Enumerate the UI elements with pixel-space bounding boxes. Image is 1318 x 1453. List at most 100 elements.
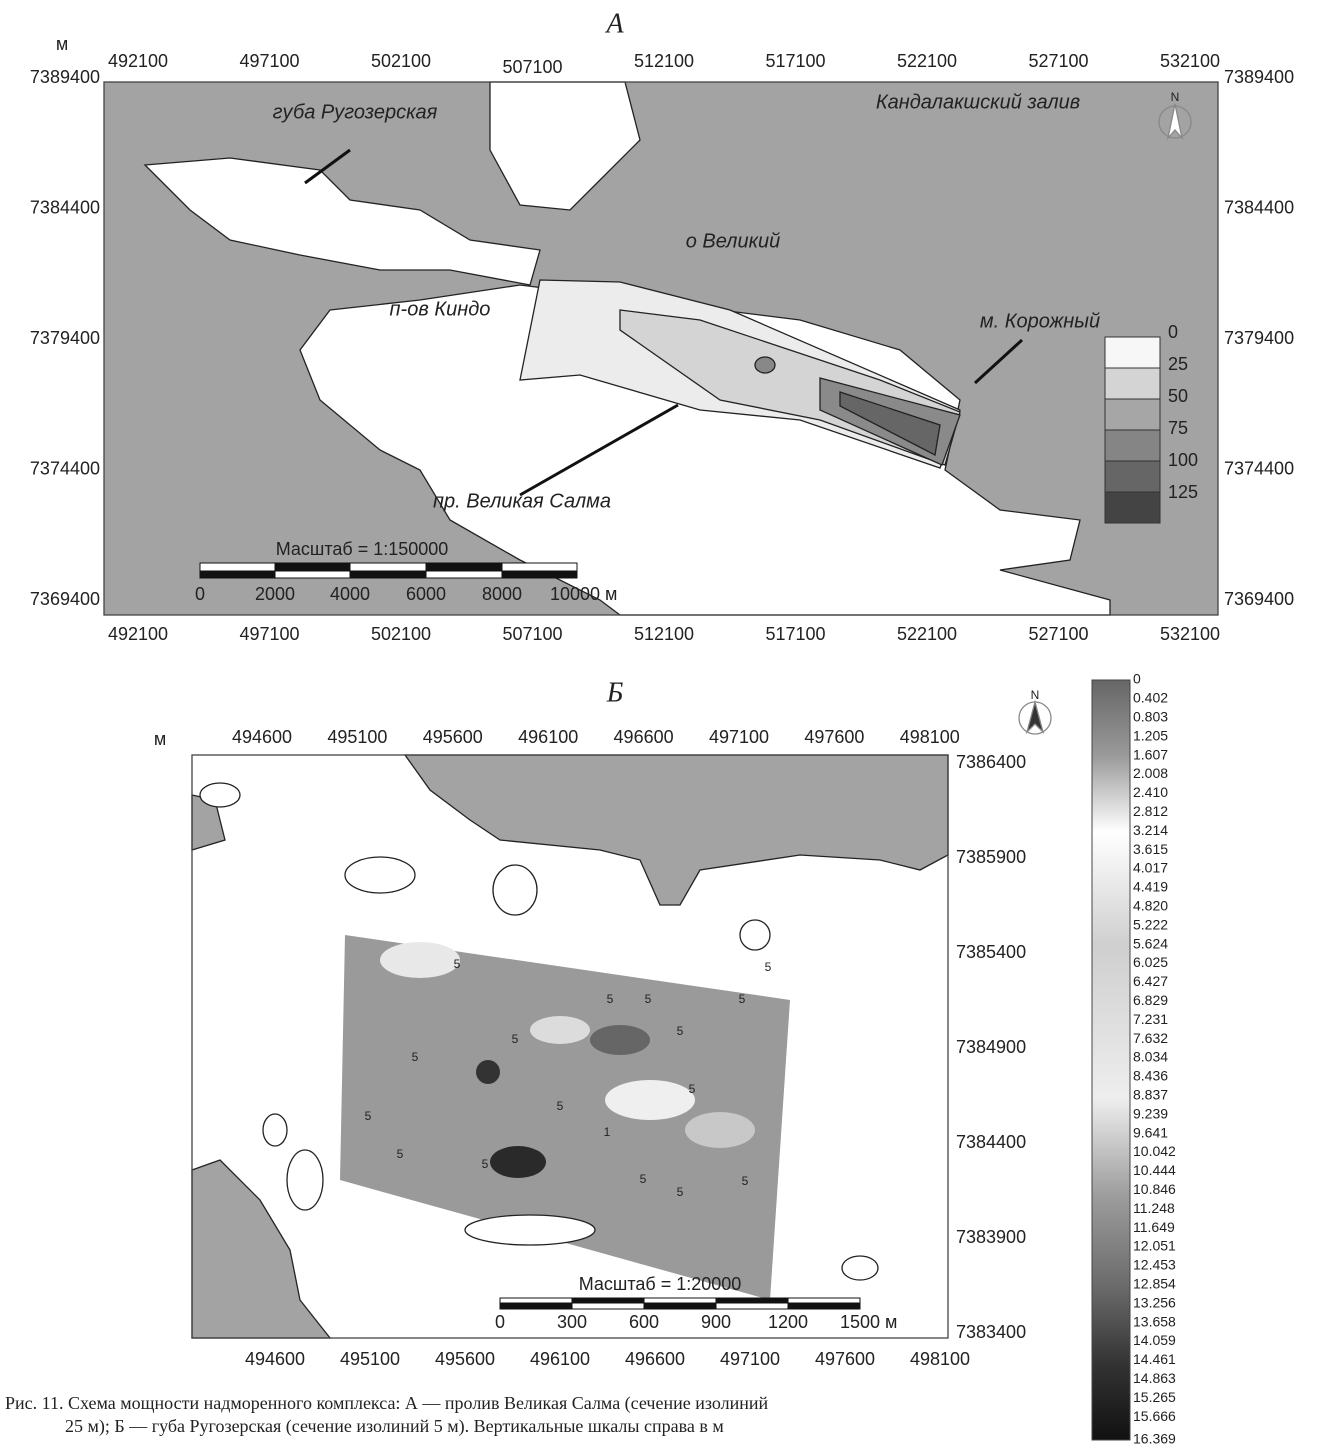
scale-label: 0 xyxy=(195,584,205,604)
colorbar-label: 13.658 xyxy=(1133,1313,1176,1329)
y-tick-label-right: 7374400 xyxy=(1224,458,1294,478)
colorbar-label: 2.410 xyxy=(1133,784,1168,800)
legend-label: 125 xyxy=(1168,482,1198,502)
scale-label: 10000 м xyxy=(550,584,617,604)
colorbar-label: 16.369 xyxy=(1133,1431,1176,1447)
map-a xyxy=(104,82,1218,615)
place-name: о Великий xyxy=(686,230,781,252)
contour-label: 5 xyxy=(765,960,772,974)
x-tick-label-bottom: 527100 xyxy=(1028,624,1088,644)
x-tick-label-top: 532100 xyxy=(1160,51,1220,71)
colorbar-label: 4.820 xyxy=(1133,898,1168,914)
x-tick-label-bottom: 495600 xyxy=(435,1349,495,1369)
colorbar-label: 5.624 xyxy=(1133,935,1168,951)
contour-label: 5 xyxy=(689,1082,696,1096)
x-tick-label-top: 507100 xyxy=(502,57,562,77)
contour-label: 5 xyxy=(557,1099,564,1113)
colorbar-label: 10.042 xyxy=(1133,1143,1176,1159)
x-tick-label-top: 494600 xyxy=(232,727,292,747)
y-tick-label: 7386400 xyxy=(956,752,1026,772)
contour-label: 5 xyxy=(677,1024,684,1038)
contour-label: 1 xyxy=(604,1125,611,1139)
contour-label: 5 xyxy=(742,1174,749,1188)
colorbar-label: 6.025 xyxy=(1133,954,1168,970)
legend-label: 0 xyxy=(1168,322,1178,342)
colorbar-label: 3.214 xyxy=(1133,822,1168,838)
y-tick-label-right: 7369400 xyxy=(1224,589,1294,609)
north-label: N xyxy=(1031,688,1040,702)
x-tick-label-top: 496100 xyxy=(518,727,578,747)
place-name: губа Ругозерская xyxy=(273,101,438,123)
contour-label: 5 xyxy=(645,992,652,1006)
panel-title: А xyxy=(604,8,624,39)
caption-line: Рис. 11. Схема мощности надморенного ком… xyxy=(5,1393,769,1414)
colorbar xyxy=(1092,680,1130,1440)
x-tick-label-bottom: 492100 xyxy=(108,624,168,644)
y-tick-label-left: 7384400 xyxy=(30,197,100,217)
colorbar-label: 14.059 xyxy=(1133,1332,1176,1348)
x-tick-label-bottom: 497600 xyxy=(815,1349,875,1369)
colorbar-label: 7.632 xyxy=(1133,1030,1168,1046)
unit-label: м xyxy=(56,34,68,54)
scale-label: 300 xyxy=(557,1312,587,1332)
colorbar-label: 12.453 xyxy=(1133,1257,1176,1273)
x-tick-label-top: 495600 xyxy=(423,727,483,747)
colorbar-label: 8.837 xyxy=(1133,1087,1168,1103)
scale-label: 1200 xyxy=(768,1312,808,1332)
colorbar-label: 6.829 xyxy=(1133,992,1168,1008)
colorbar-label: 4.419 xyxy=(1133,879,1168,895)
colorbar-label: 12.854 xyxy=(1133,1276,1176,1292)
x-tick-label-bottom: 496600 xyxy=(625,1349,685,1369)
colorbar-label: 15.666 xyxy=(1133,1408,1176,1424)
x-tick-label-top: 497600 xyxy=(804,727,864,747)
contour-label: 5 xyxy=(397,1147,404,1161)
x-tick-label-bottom: 522100 xyxy=(897,624,957,644)
y-tick-label-right: 7389400 xyxy=(1224,67,1294,87)
contour-label: 5 xyxy=(607,992,614,1006)
y-tick-label: 7383900 xyxy=(956,1227,1026,1247)
x-tick-label-bottom: 497100 xyxy=(239,624,299,644)
x-tick-label-bottom: 497100 xyxy=(720,1349,780,1369)
y-tick-label-left: 7389400 xyxy=(30,67,100,87)
y-tick-label-right: 7379400 xyxy=(1224,328,1294,348)
colorbar-label: 4.017 xyxy=(1133,860,1168,876)
x-tick-label-top: 497100 xyxy=(239,51,299,71)
colorbar-label: 15.265 xyxy=(1133,1389,1176,1405)
legend-a xyxy=(1105,337,1160,523)
x-tick-label-bottom: 496100 xyxy=(530,1349,590,1369)
scale-title: Масштаб = 1:150000 xyxy=(276,539,449,559)
colorbar-label: 0.803 xyxy=(1133,709,1168,725)
north-label: N xyxy=(1171,90,1180,104)
legend-label: 75 xyxy=(1168,418,1188,438)
map-b xyxy=(192,702,1051,1338)
x-tick-label-bottom: 512100 xyxy=(634,624,694,644)
legend-label: 100 xyxy=(1168,450,1198,470)
unit-label: м xyxy=(154,729,166,749)
legend-label: 50 xyxy=(1168,386,1188,406)
x-tick-label-bottom: 507100 xyxy=(502,624,562,644)
contour-label: 5 xyxy=(454,957,461,971)
colorbar-label: 8.034 xyxy=(1133,1049,1168,1065)
colorbar-label: 1.607 xyxy=(1133,746,1168,762)
scale-label: 4000 xyxy=(330,584,370,604)
x-tick-label-bottom: 498100 xyxy=(910,1349,970,1369)
scale-label: 6000 xyxy=(406,584,446,604)
x-tick-label-top: 522100 xyxy=(897,51,957,71)
y-tick-label: 7385900 xyxy=(956,847,1026,867)
contour-label: 5 xyxy=(512,1032,519,1046)
scale-bar-a xyxy=(200,563,577,578)
colorbar-label: 7.231 xyxy=(1133,1011,1168,1027)
colorbar-label: 3.615 xyxy=(1133,841,1168,857)
x-tick-label-top: 492100 xyxy=(108,51,168,71)
y-tick-label: 7385400 xyxy=(956,942,1026,962)
contour-label: 5 xyxy=(739,992,746,1006)
colorbar-label: 10.444 xyxy=(1133,1162,1176,1178)
colorbar-label: 13.256 xyxy=(1133,1294,1176,1310)
scale-title: Масштаб = 1:20000 xyxy=(579,1274,742,1294)
scale-label: 1500 м xyxy=(840,1312,897,1332)
colorbar-label: 14.863 xyxy=(1133,1370,1176,1386)
scale-label: 900 xyxy=(701,1312,731,1332)
contour-label: 5 xyxy=(412,1050,419,1064)
place-name: п-ов Киндо xyxy=(390,298,491,320)
colorbar-label: 9.641 xyxy=(1133,1124,1168,1140)
